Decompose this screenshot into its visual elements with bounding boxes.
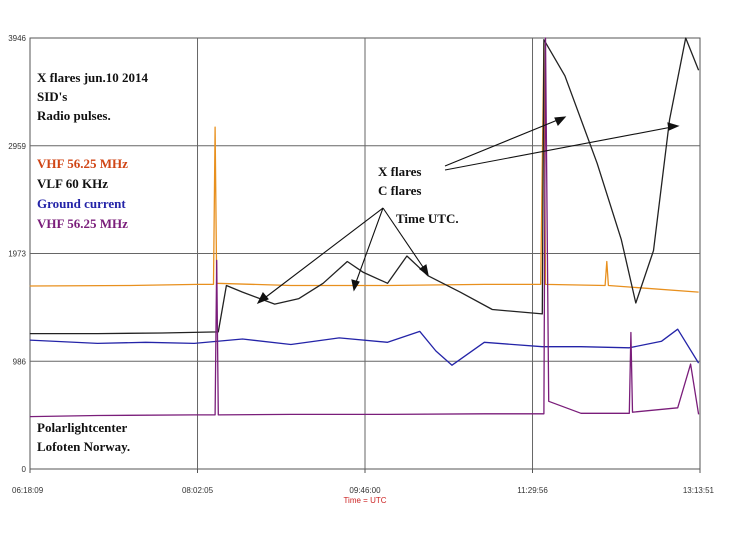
y-tick-label: 986	[13, 357, 27, 366]
legend-label-vlf: VLF 60 KHz	[37, 176, 108, 191]
arrowhead	[419, 264, 429, 277]
arrow-x-flare-2	[444, 126, 673, 171]
y-tick-label: 0	[22, 465, 27, 474]
arrowhead	[554, 116, 567, 127]
arrowhead	[256, 292, 269, 305]
arrowhead	[351, 279, 360, 292]
x-tick-label: 06:18:09	[12, 486, 44, 495]
series-lines	[29, 37, 700, 418]
annotation-x-flares: X flares	[378, 164, 421, 179]
annotation-lofoten: Lofoten Norway.	[37, 439, 130, 454]
annotation-arrows	[256, 116, 680, 305]
arrow-c-flare-3	[382, 207, 426, 271]
y-tick-label: 3946	[8, 34, 26, 43]
x-tick-label: 08:02:05	[182, 486, 214, 495]
y-axis: 0 986 1973 2959 3946	[8, 34, 26, 474]
legend-label-vhf-purple: VHF 56.25 MHz	[37, 216, 128, 231]
x-tick-label: 13:13:51	[683, 486, 715, 495]
grid-lines	[30, 38, 700, 469]
legend-label-ground-current: Ground current	[37, 196, 126, 211]
x-tick-label: 09:46:00	[349, 486, 381, 495]
annotation-sids: SID's	[37, 89, 67, 104]
annotation-radio-pulses: Radio pulses.	[37, 108, 111, 123]
x-tick-label: 11:29:56	[517, 486, 548, 495]
annotation-c-flares: C flares	[378, 183, 421, 198]
annotation-polarlightcenter: Polarlightcenter	[37, 420, 127, 435]
x-axis: 06:18:09 08:02:05 09:46:00 11:29:56 13:13:51	[12, 469, 715, 495]
series-line-2	[29, 328, 700, 366]
series-line-1	[29, 37, 700, 335]
arrow-x-flare-1	[444, 118, 561, 167]
y-tick-label: 2959	[8, 142, 26, 151]
arrow-c-flare-2	[354, 207, 384, 286]
legend-label-vhf-orange: VHF 56.25 MHz	[37, 156, 128, 171]
series-line-3	[29, 37, 700, 418]
x-axis-title: Time = UTC	[343, 496, 386, 505]
series-line-0	[29, 42, 699, 293]
arrowhead	[667, 122, 680, 131]
annotation-title: X flares jun.10 2014	[37, 70, 148, 85]
annotation-time-utc: Time UTC.	[396, 211, 459, 226]
y-tick-label: 1973	[8, 250, 26, 259]
arrow-c-flare-1	[261, 207, 384, 301]
